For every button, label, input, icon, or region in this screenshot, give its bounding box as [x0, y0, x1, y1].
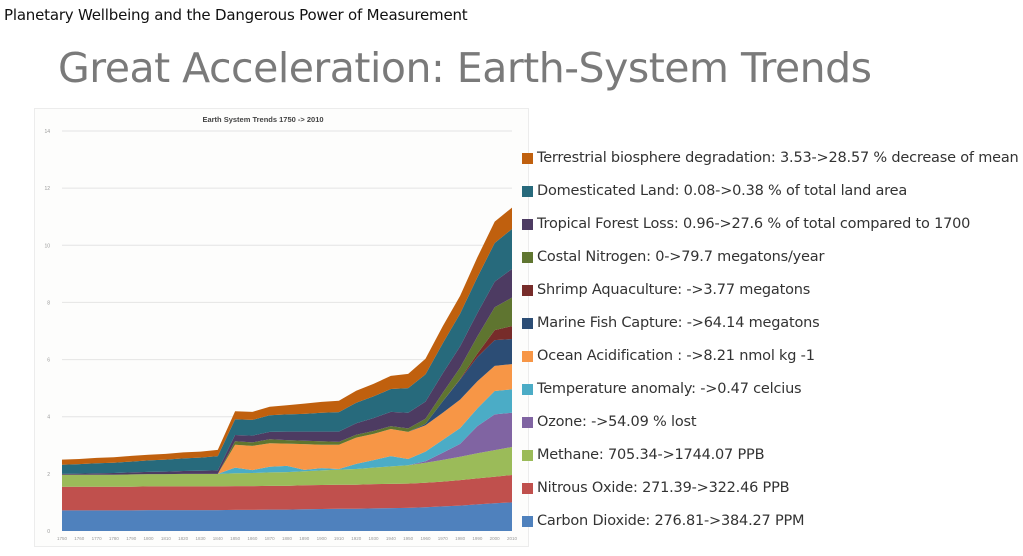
- y-tick-label: 6: [47, 358, 50, 364]
- legend-label: Marine Fish Capture: ->64.14 megatons: [537, 315, 820, 331]
- legend-label: Domesticated Land: 0.08->0.38 % of total…: [537, 183, 908, 199]
- x-tick-label: 1970: [438, 536, 449, 541]
- y-tick-label: 0: [47, 529, 50, 535]
- legend-item: Temperature anomaly: ->0.47 celcius: [522, 381, 802, 397]
- y-tick-label: 12: [44, 186, 50, 192]
- x-tick-label: 1750: [57, 536, 68, 541]
- legend-label: Methane: 705.34->1744.07 PPB: [537, 447, 765, 463]
- legend-item: Tropical Forest Loss: 0.96->27.6 % of to…: [522, 216, 970, 232]
- legend-item: Domesticated Land: 0.08->0.38 % of total…: [522, 183, 907, 199]
- slide-title: Great Acceleration: Earth-System Trends: [58, 44, 872, 92]
- y-tick-label: 4: [47, 415, 50, 421]
- x-tick-label: 1760: [74, 536, 85, 541]
- legend-label: Costal Nitrogen: 0->79.7 megatons/year: [537, 249, 825, 265]
- x-tick-label: 1840: [213, 536, 224, 541]
- x-tick-label: 1870: [265, 536, 276, 541]
- x-tick-label: 1930: [369, 536, 380, 541]
- x-tick-label: 1960: [420, 536, 431, 541]
- legend-item: Marine Fish Capture: ->64.14 megatons: [522, 315, 820, 331]
- x-tick-label: 1890: [299, 536, 310, 541]
- legend-item: Terrestrial biosphere degradation: 3.53-…: [522, 150, 1019, 166]
- x-tick-label: 2010: [507, 536, 518, 541]
- legend-item: Carbon Dioxide: 276.81->384.27 PPM: [522, 513, 805, 529]
- legend-label: Tropical Forest Loss: 0.96->27.6 % of to…: [537, 216, 971, 232]
- presentation-header: Planetary Wellbeing and the Dangerous Po…: [4, 6, 468, 24]
- x-tick-label: 1900: [317, 536, 328, 541]
- x-tick-label: 1950: [403, 536, 414, 541]
- x-tick-label: 1780: [109, 536, 120, 541]
- area-series-8: [62, 297, 512, 475]
- x-tick-label: 2000: [490, 536, 501, 541]
- legend-item: Nitrous Oxide: 271.39->322.46 PPB: [522, 480, 790, 496]
- legend-label: Ozone: ->54.09 % lost: [537, 414, 697, 430]
- area-series-0: [62, 502, 512, 531]
- y-tick-label: 14: [44, 129, 50, 135]
- legend-swatch: [522, 251, 533, 263]
- y-axis-ticks: 0 2 4 6 8 10 12 14: [44, 129, 50, 535]
- legend-item: Ocean Acidification : ->8.21 nmol kg -1: [522, 348, 815, 364]
- x-tick-label: 1860: [247, 536, 258, 541]
- x-tick-label: 1770: [92, 536, 103, 541]
- stacked-area-chart: 0 2 4 6 8 10 12 14 1750 1760 1770 1780 1790 1800 1810…: [44, 115, 518, 541]
- legend-swatch: [522, 185, 533, 197]
- area-series-10: [62, 229, 512, 474]
- x-tick-label: 1850: [230, 536, 241, 541]
- x-axis-ticks: 1750 1760 1770 1780 1790 1800 1810 1820 1830 1840…: [57, 536, 518, 541]
- legend-label: Terrestrial biosphere degradation: 3.53-…: [537, 150, 1019, 166]
- legend-swatch: [522, 449, 533, 461]
- x-tick-label: 1820: [178, 536, 189, 541]
- x-tick-label: 1990: [472, 536, 483, 541]
- x-tick-label: 1980: [455, 536, 466, 541]
- gridlines: [62, 130, 512, 475]
- x-tick-label: 1790: [126, 536, 137, 541]
- area-series: [62, 207, 512, 531]
- legend-label: Shrimp Aquaculture: ->3.77 megatons: [537, 282, 811, 298]
- x-tick-label: 1920: [351, 536, 362, 541]
- legend-label: Ocean Acidification : ->8.21 nmol kg -1: [537, 348, 815, 364]
- y-tick-label: 10: [44, 243, 50, 249]
- area-series-2: [62, 447, 512, 487]
- legend-swatch: [522, 416, 533, 428]
- x-tick-label: 1810: [161, 536, 172, 541]
- legend-swatch: [522, 152, 533, 164]
- legend-item: Shrimp Aquaculture: ->3.77 megatons: [522, 282, 810, 298]
- area-series-9: [62, 269, 512, 475]
- x-tick-label: 1800: [144, 536, 155, 541]
- area-series-11: [62, 207, 512, 465]
- legend-item: Ozone: ->54.09 % lost: [522, 414, 697, 430]
- legend-swatch: [522, 383, 533, 395]
- y-tick-label: 2: [47, 472, 50, 478]
- y-tick-label: 8: [47, 300, 50, 306]
- legend-swatch: [522, 515, 533, 527]
- legend-item: Methane: 705.34->1744.07 PPB: [522, 447, 765, 463]
- legend-swatch: [522, 350, 533, 362]
- legend-label: Nitrous Oxide: 271.39->322.46 PPB: [537, 480, 790, 496]
- legend-swatch: [522, 482, 533, 494]
- chart-title: Earth System Trends 1750 -> 2010: [202, 115, 323, 124]
- legend-item: Costal Nitrogen: 0->79.7 megatons/year: [522, 249, 824, 265]
- x-tick-label: 1830: [195, 536, 206, 541]
- area-series-5: [62, 364, 512, 475]
- area-series-1: [62, 475, 512, 511]
- chart-frame: 0 2 4 6 8 10 12 14 1750 1760 1770 1780 1790 1800 1810…: [34, 108, 529, 547]
- legend-label: Carbon Dioxide: 276.81->384.27 PPM: [537, 513, 805, 529]
- x-tick-label: 1910: [334, 536, 345, 541]
- legend-label: Temperature anomaly: ->0.47 celcius: [537, 381, 802, 397]
- x-tick-label: 1880: [282, 536, 293, 541]
- legend-swatch: [522, 317, 533, 329]
- x-tick-label: 1940: [386, 536, 397, 541]
- legend-swatch: [522, 284, 533, 296]
- legend-swatch: [522, 218, 533, 230]
